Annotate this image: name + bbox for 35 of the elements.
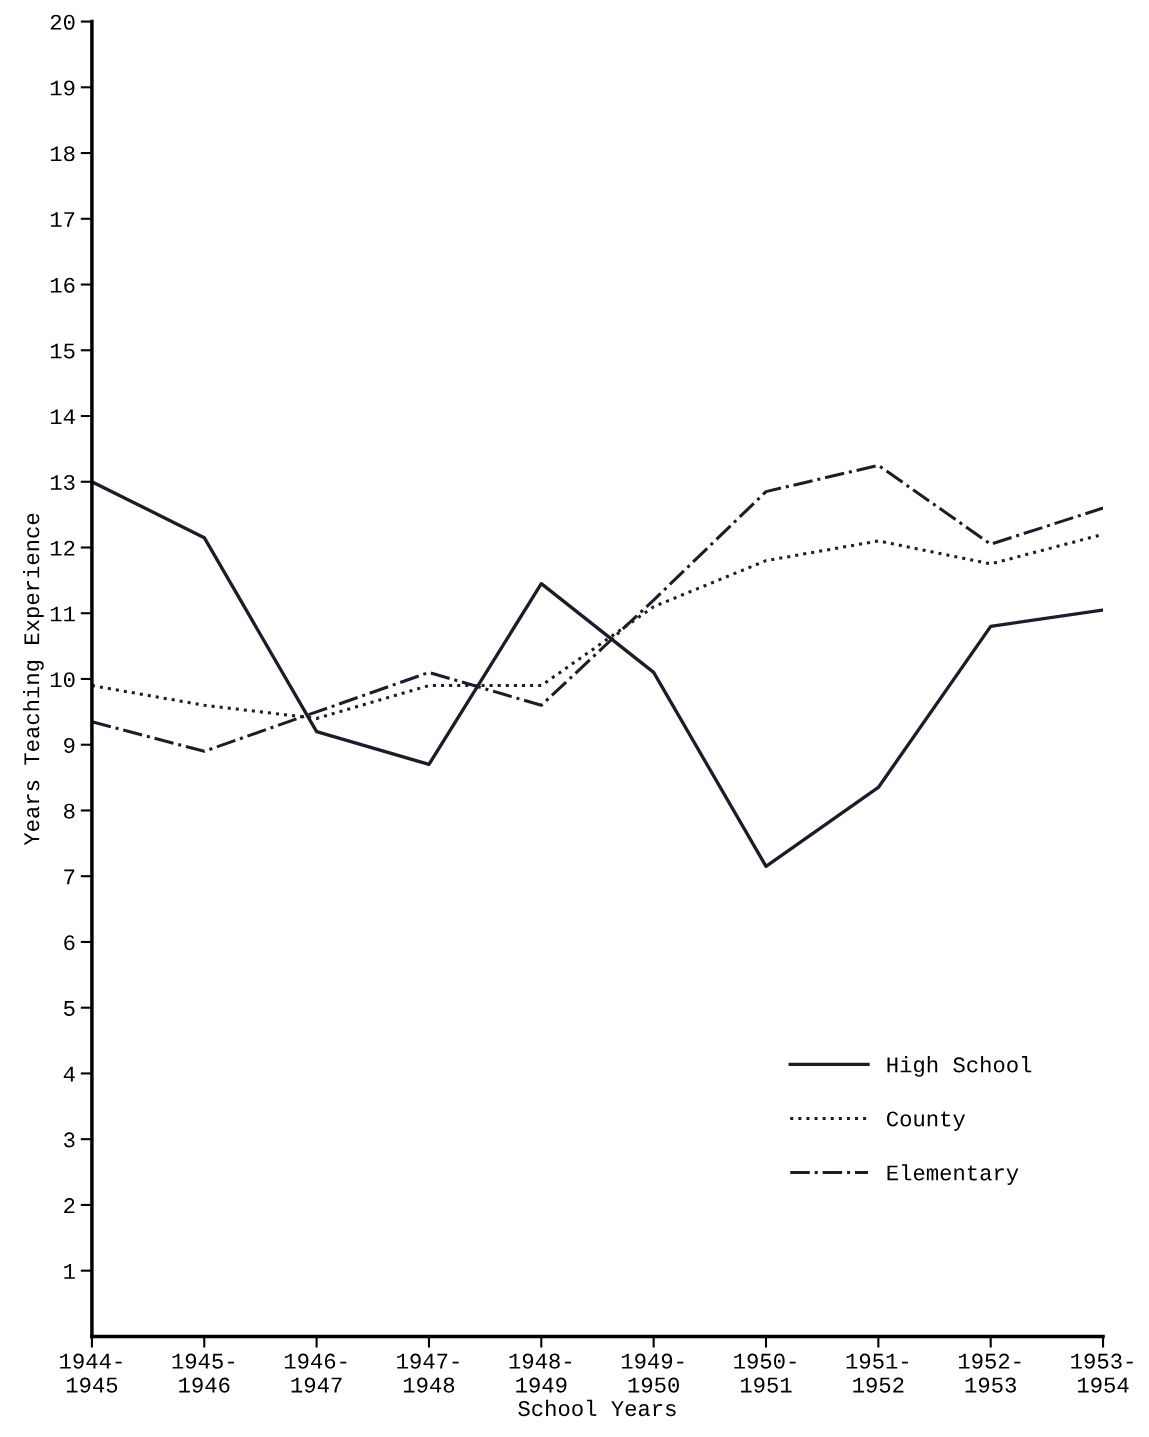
y-tick-label: 18 bbox=[50, 146, 75, 162]
y-tick-label: 15 bbox=[50, 343, 75, 359]
y-tick-label: 12 bbox=[50, 540, 75, 556]
y-tick-label: 19 bbox=[50, 80, 75, 96]
y-tick-label: 2 bbox=[64, 1198, 75, 1213]
x-tick-label: 1949- 1950 bbox=[621, 1353, 684, 1393]
x-tick-label: 1946- 1947 bbox=[284, 1353, 347, 1393]
legend-label: County bbox=[887, 1111, 966, 1131]
y-tick-label: 7 bbox=[64, 869, 75, 885]
x-tick-label: 1947- 1948 bbox=[397, 1353, 459, 1393]
x-tick-label: 1952- 1953 bbox=[958, 1353, 1021, 1393]
y-tick-label: 20 bbox=[50, 14, 75, 30]
x-tick-label: 1945- 1946 bbox=[172, 1353, 234, 1393]
x-axis-title: School Years bbox=[518, 1399, 676, 1417]
y-tick-label: 6 bbox=[64, 935, 75, 951]
legend-label: Elementary bbox=[887, 1164, 1019, 1185]
legend-label: High School bbox=[887, 1056, 1032, 1077]
y-tick-label: 17 bbox=[50, 212, 75, 227]
y-axis-title: Years Teaching Experience bbox=[23, 513, 44, 846]
y-tick-label: 4 bbox=[63, 1066, 75, 1082]
y-tick-label: 8 bbox=[64, 803, 75, 819]
y-tick-label: 9 bbox=[64, 737, 75, 753]
y-tick-label: 11 bbox=[50, 606, 75, 622]
x-tick-label: 1950- 1951 bbox=[734, 1353, 796, 1393]
y-tick-label: 10 bbox=[50, 672, 75, 688]
y-tick-label: 5 bbox=[64, 1001, 75, 1016]
x-tick-label: 1944- 1945 bbox=[60, 1353, 122, 1393]
y-tick-label: 16 bbox=[50, 277, 75, 293]
x-tick-label: 1951- 1952 bbox=[846, 1353, 909, 1393]
y-tick-label: 13 bbox=[50, 474, 75, 491]
x-tick-label: 1948- 1949 bbox=[509, 1353, 572, 1393]
y-tick-label: 1 bbox=[64, 1264, 75, 1279]
y-tick-label: 3 bbox=[64, 1132, 75, 1148]
x-tick-label: 1953- 1954 bbox=[1071, 1353, 1133, 1393]
y-tick-label: 14 bbox=[50, 409, 75, 425]
